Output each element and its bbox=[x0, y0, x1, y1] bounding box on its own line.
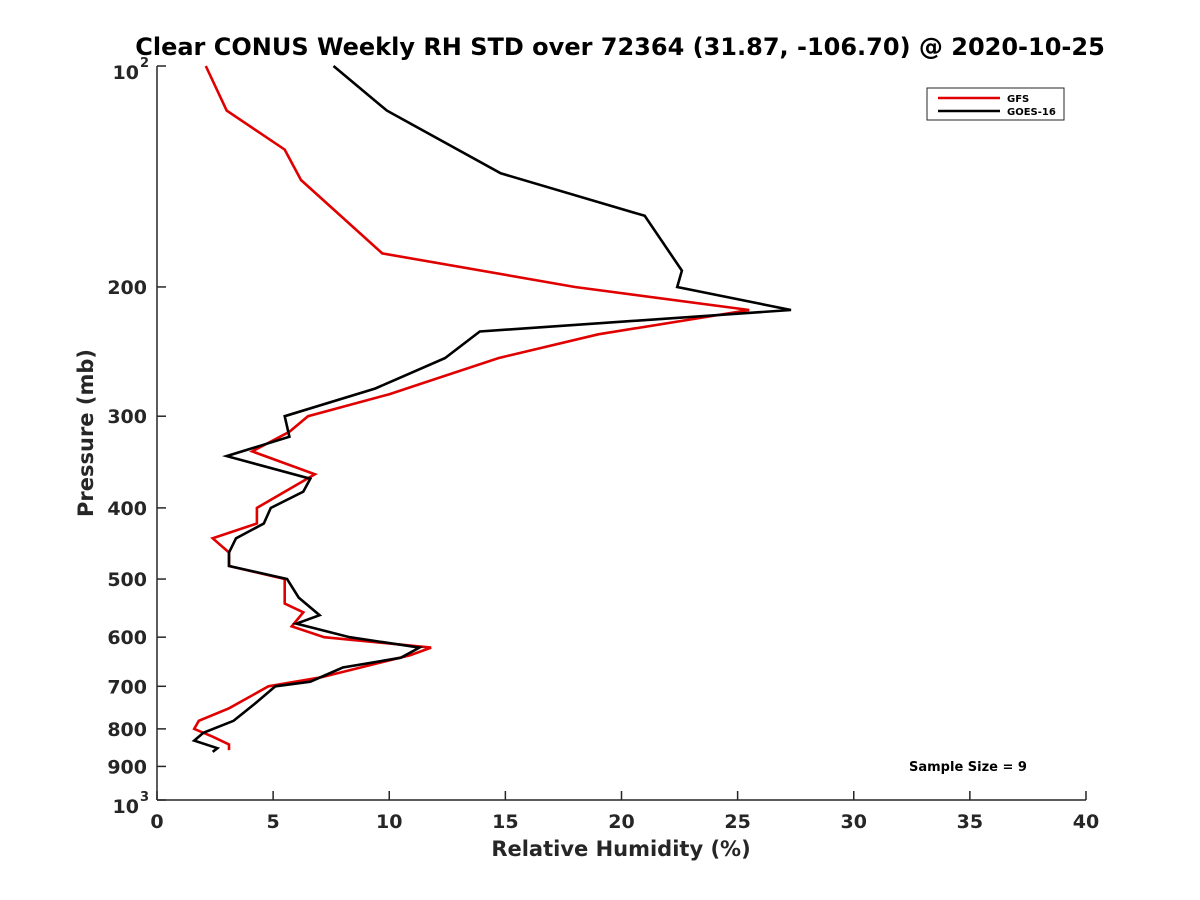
axes bbox=[156, 66, 1086, 801]
x-tick-label: 0 bbox=[150, 811, 163, 833]
series-line-goes-16 bbox=[191, 65, 792, 753]
x-tick-label: 20 bbox=[608, 811, 634, 833]
x-ticks: 0 5 10 15 20 25 30 35 40 bbox=[150, 791, 1099, 833]
y-tick-label: 900 bbox=[107, 756, 147, 778]
y-tick-label: 200 bbox=[107, 277, 147, 299]
legend: GFS GOES-16 bbox=[926, 87, 1065, 121]
series-line-gfs bbox=[192, 65, 750, 751]
x-tick-label: 15 bbox=[492, 811, 518, 833]
x-tick-label: 30 bbox=[841, 811, 867, 833]
y-tick-label: 300 bbox=[107, 406, 147, 428]
y-tick-label: 10 bbox=[113, 796, 139, 818]
x-tick-label: 10 bbox=[376, 811, 402, 833]
x-tick-label: 25 bbox=[724, 811, 750, 833]
y-tick-label: 10 bbox=[113, 62, 139, 84]
chart-title: Clear CONUS Weekly RH STD over 72364 (31… bbox=[135, 33, 1105, 61]
y-axis-label: Pressure (mb) bbox=[74, 349, 98, 517]
y-tick-label: 600 bbox=[107, 627, 147, 649]
y-tick-label: 700 bbox=[107, 676, 147, 698]
x-tick-label: 5 bbox=[267, 811, 280, 833]
x-tick-label: 35 bbox=[957, 811, 983, 833]
legend-label: GFS bbox=[1007, 94, 1029, 105]
y-tick-exponent: 2 bbox=[140, 56, 149, 71]
x-axis-label: Relative Humidity (%) bbox=[491, 837, 750, 861]
sample-size-annotation: Sample Size = 9 bbox=[909, 760, 1027, 775]
legend-label: GOES-16 bbox=[1007, 107, 1056, 118]
legend-box bbox=[926, 87, 1065, 121]
y-tick-label: 800 bbox=[107, 719, 147, 741]
plot-lines bbox=[191, 65, 792, 753]
y-tick-label: 500 bbox=[107, 569, 147, 591]
y-tick-exponent: 3 bbox=[140, 790, 149, 805]
y-tick-label: 400 bbox=[107, 498, 147, 520]
x-tick-label: 40 bbox=[1073, 811, 1099, 833]
